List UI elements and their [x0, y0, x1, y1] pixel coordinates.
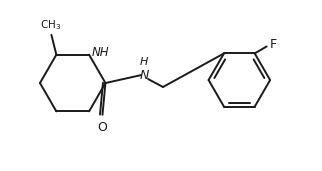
Text: CH$_3$: CH$_3$ — [40, 18, 61, 32]
Text: N: N — [139, 69, 149, 82]
Text: H: H — [140, 57, 148, 67]
Text: O: O — [98, 121, 108, 134]
Text: F: F — [270, 38, 277, 51]
Text: NH: NH — [92, 46, 110, 59]
